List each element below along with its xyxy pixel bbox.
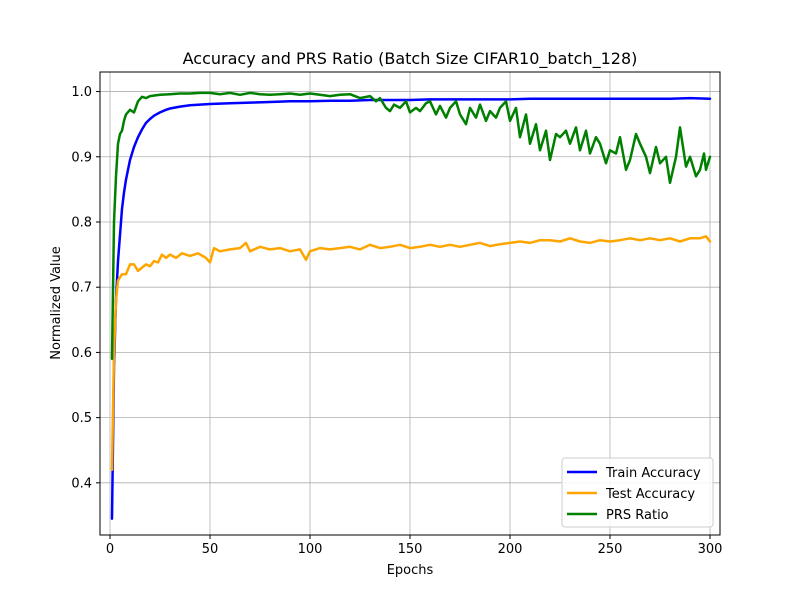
y-tick-label: 0.6 [71,346,92,361]
series-line-test-accuracy [110,235,712,472]
legend: Train Accuracy Test Accuracy PRS Ratio [561,457,714,528]
y-axis-ticks: 0.4 0.5 0.6 0.7 0.8 0.9 1.0 [71,85,100,491]
x-tick-label: 0 [106,542,114,557]
x-tick-label: 150 [398,542,423,557]
x-tick-label: 250 [598,542,623,557]
series-lines [110,91,712,520]
y-tick-label: 0.9 [71,150,92,165]
y-axis-label: Normalized Value [49,246,64,360]
series-line-prs-ratio [110,91,712,361]
grid [100,72,720,535]
y-tick-label: 0.4 [71,476,92,491]
x-axis-label: Epochs [387,563,434,578]
x-tick-label: 200 [498,542,523,557]
legend-box [561,457,714,528]
y-tick-label: 0.7 [71,281,92,296]
legend-label: Test Accuracy [605,487,695,502]
x-tick-label: 300 [698,542,723,557]
series-line-train-accuracy [110,96,712,520]
x-tick-label: 100 [298,542,323,557]
y-tick-label: 0.8 [71,215,92,230]
y-tick-label: 1.0 [71,85,92,100]
x-tick-label: 50 [202,542,219,557]
legend-label: PRS Ratio [606,508,669,523]
chart-title: Accuracy and PRS Ratio (Batch Size CIFAR… [183,49,638,69]
y-tick-label: 0.5 [71,411,92,426]
legend-label: Train Accuracy [605,466,701,481]
x-axis-ticks: 0 50 100 150 200 250 300 [106,535,723,557]
